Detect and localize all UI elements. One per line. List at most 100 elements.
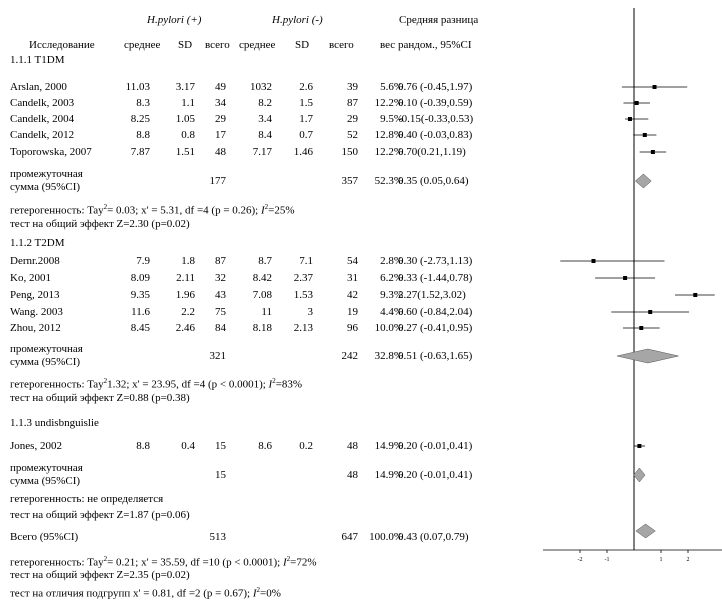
study-point-7 xyxy=(623,276,628,280)
study-row-5-mean2: 7.17 xyxy=(252,146,272,158)
diamond-subtotal-t2dm xyxy=(616,348,679,364)
study-row-7-ci: 0.33 (-1.44,0.78) xyxy=(398,272,473,284)
study-row-6-weight: 2.8% xyxy=(380,255,403,267)
mean-diff-title: Средняя разница xyxy=(399,14,479,26)
study-row-6-sd1: 1.8 xyxy=(181,255,195,267)
study-row-8-total1: 43 xyxy=(215,289,226,301)
study-row-9-mean2: 11 xyxy=(261,306,272,318)
subtotal-t1dm-total1: 177 xyxy=(209,175,227,187)
subtotal-undistinguished-ci: 0.20 (-0.01,0.41) xyxy=(398,469,473,481)
study-row-4-name: Candelk, 2012 xyxy=(10,129,75,141)
study-row-5-ci: 0.70(0.21,1.19) xyxy=(398,146,466,158)
study-row-2-total2: 87 xyxy=(347,97,358,109)
heterogeneity-undistinguished: гетерогенность: не определяется xyxy=(10,493,164,505)
study-row-1-name: Arslan, 2000 xyxy=(10,81,67,93)
study-row-7-weight: 6.2% xyxy=(380,272,403,284)
study-row-3-sd2: 1.7 xyxy=(299,113,313,125)
study-row-6-mean1: 7.9 xyxy=(136,255,150,267)
subtotal-undistinguished-total1: 15 xyxy=(215,469,226,481)
subtotal-t1dm-ci: 0.35 (0.05,0.64) xyxy=(398,175,469,187)
study-row-3-total2: 29 xyxy=(347,113,358,125)
study-row-9-sd1: 2.2 xyxy=(181,306,195,318)
heterogeneity-t2dm-label: гетерогенность: Tay xyxy=(10,378,104,391)
study-row-8-sd2: 1.53 xyxy=(293,289,313,301)
study-row-5-weight: 12.2% xyxy=(374,146,403,158)
study-row-2-name: Candelk, 2003 xyxy=(10,97,75,109)
study-row-2-weight: 12.2% xyxy=(374,97,403,109)
study-row-10-total2: 96 xyxy=(347,322,358,334)
study-point-5 xyxy=(650,150,655,154)
study-row-1-mean1: 11.03 xyxy=(125,81,150,93)
total-weight: 100.0% xyxy=(369,531,403,543)
study-row-3-mean2: 3.4 xyxy=(258,113,272,125)
study-row-10-sd2: 2.13 xyxy=(293,322,313,334)
subtotal-undistinguished-label2: сумма (95%CI) xyxy=(10,475,81,487)
study-row-2-total1: 34 xyxy=(215,97,226,109)
study-row-2-sd1: 1.1 xyxy=(181,97,195,109)
total-ci: 0.43 (0.07,0.79) xyxy=(398,531,469,543)
study-row-1-weight: 5.6% xyxy=(380,81,403,93)
x-axis-tick-label-3: 2 xyxy=(687,557,690,563)
heterogeneity-t2dm-i-sup: 2 xyxy=(272,377,276,385)
study-row-8-mean1: 9.35 xyxy=(130,289,150,301)
heterogeneity-t1dm-i-sup: 2 xyxy=(264,203,269,211)
study-row-9-weight: 4.4% xyxy=(380,306,403,318)
overall-effect-undistinguished: тест на общий эффект Z=1.87 (p=0.06) xyxy=(10,509,190,521)
x-axis-tick-label-2: 1 xyxy=(660,557,663,563)
subtotal-t2dm-label2: сумма (95%CI) xyxy=(10,356,81,368)
study-point-4 xyxy=(642,133,647,137)
study-row-10-sd1: 2.46 xyxy=(175,322,195,334)
study-row-7-total2: 31 xyxy=(347,272,358,284)
total-total2: 647 xyxy=(341,531,359,543)
subgroup-difference-test: тест на отличия подгрупп x' = 0.81, df =… xyxy=(10,584,281,601)
study-row-2-sd2: 1.5 xyxy=(299,97,313,109)
study-row-7-sd1: 2.11 xyxy=(176,272,195,284)
heterogeneity-t2dm: гетерогенность: Tay21.32; x' = 23.95, df… xyxy=(10,375,302,392)
total-total1: 513 xyxy=(209,531,227,543)
col-weight-header: вес xyxy=(380,39,396,51)
study-row-5-sd1: 1.51 xyxy=(175,146,195,158)
col-study-header: Исследование xyxy=(29,39,95,51)
heterogeneity-total-tau-sup: 2 xyxy=(103,555,108,563)
study-row-10-weight: 10.0% xyxy=(374,322,403,334)
subtotal-undistinguished-total2: 48 xyxy=(347,469,358,481)
study-row-6-sd2: 7.1 xyxy=(299,255,313,267)
study-row-6-total2: 54 xyxy=(347,255,358,267)
subtotal-t2dm-total1: 321 xyxy=(209,350,227,362)
heterogeneity-t1dm-stats: = 0.03; x' = 5.31, df =4 (p = 0.26); xyxy=(107,204,261,217)
subgroup-difference-i-value: =0% xyxy=(260,587,281,600)
subtotal-undistinguished-weight: 14.9% xyxy=(374,469,403,481)
diamond-total xyxy=(635,523,656,539)
study-row-10-mean1: 8.45 xyxy=(130,322,150,334)
study-row-11-mean2: 8.6 xyxy=(258,440,272,452)
subtotal-t1dm-total2: 357 xyxy=(341,175,359,187)
study-row-5-total2: 150 xyxy=(341,146,359,158)
study-row-10-ci: 0.27 (-0.41,0.95) xyxy=(398,322,473,334)
subtotal-t1dm-label2: сумма (95%CI) xyxy=(10,181,81,193)
col-sd2-header: SD xyxy=(295,39,310,51)
heterogeneity-t2dm-i-value: =83% xyxy=(275,378,303,391)
col-mean2-header: среднее xyxy=(239,39,276,51)
study-row-4-sd1: 0.8 xyxy=(181,129,195,141)
study-row-6-mean2: 8.7 xyxy=(258,255,272,267)
study-point-8 xyxy=(693,293,698,297)
study-row-3-name: Candelk, 2004 xyxy=(10,113,75,125)
study-row-9-total2: 19 xyxy=(347,306,358,318)
subgroup-t2dm-title: 1.1.2 T2DM xyxy=(10,237,65,249)
diamond-subtotal-t1dm xyxy=(634,173,652,189)
col-sd1-header: SD xyxy=(178,39,193,51)
subgroup-undistinguished-title: 1.1.3 undisbnguislie xyxy=(10,417,99,429)
heterogeneity-t1dm-label: гетерогенность: Tay xyxy=(10,204,104,217)
study-row-1-sd2: 2.6 xyxy=(299,81,313,93)
study-row-8-mean2: 7.08 xyxy=(252,289,272,301)
col-mean1-header: среднее xyxy=(124,39,161,51)
study-row-10-total1: 84 xyxy=(215,322,226,334)
study-row-4-weight: 12.8% xyxy=(374,129,403,141)
subgroup-difference-i-label: I xyxy=(252,587,257,600)
study-row-8-ci: 2.27(1.52,3.02) xyxy=(398,289,466,301)
study-row-7-total1: 32 xyxy=(215,272,226,284)
study-row-2-mean2: 8.2 xyxy=(258,97,272,109)
col-ci-header: рандом., 95%CI xyxy=(398,39,472,51)
study-row-1-sd1: 3.17 xyxy=(175,81,195,93)
